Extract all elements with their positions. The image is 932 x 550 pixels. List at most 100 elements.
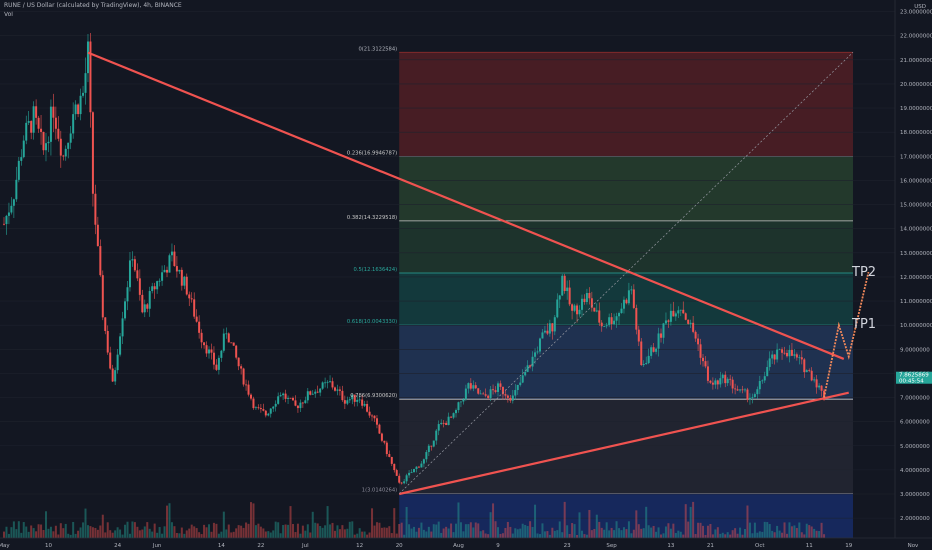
time-tick-label: 21 [707,543,714,549]
volume-bar [632,529,635,538]
candle [232,342,235,346]
candle [706,366,709,381]
candle [714,380,717,385]
volume-bar [662,533,665,538]
candle [474,385,477,389]
volume-bar [86,525,89,538]
volume-bar [158,527,161,538]
candle [642,364,645,366]
candle [368,411,371,416]
volume-bar [74,533,77,538]
volume-bar [220,531,223,538]
volume-bar [477,523,480,538]
volume-bar [72,521,75,538]
candle [205,345,208,354]
candle [783,352,786,354]
time-tick-label: Oct [755,543,765,549]
volume-bar [57,534,60,538]
volume-bar [630,533,633,538]
volume-bar [422,529,425,538]
candle [538,338,541,352]
volume-bar [553,530,556,538]
candle [119,336,122,355]
volume-bar [803,534,806,538]
candle [687,319,690,324]
candle [341,390,344,401]
volume-bar [590,530,593,538]
candle [274,403,277,407]
volume-bar [613,530,616,538]
volume-bar [709,523,712,538]
volume-bar [820,522,823,538]
candle [702,357,705,362]
volume-bar [479,531,482,538]
candle [462,399,465,402]
candle [111,368,114,382]
candle [170,251,173,256]
time-tick-label: 11 [806,543,813,549]
volume-bar [687,521,690,538]
volume-bar [20,532,23,538]
candle [326,381,329,383]
candle [375,418,378,425]
price-tick-label: 7.0000000 [900,396,930,402]
candle [361,399,364,406]
volume-bar [156,532,159,538]
volume-bar [766,522,769,538]
candle [89,41,92,113]
price-tick-label: 18.0000000 [900,130,932,136]
candle [709,380,712,383]
candle [632,289,635,308]
fib-level-label: 1(3.0140264) [362,488,397,494]
price-tick-label: 14.0000000 [900,227,932,233]
candle [116,354,119,371]
volume-bar [603,529,606,538]
candle [331,381,334,388]
volume-bar [259,526,262,538]
volume-bar [556,530,559,538]
candle [333,387,336,391]
candle [380,433,383,441]
volume-bar [729,534,732,538]
candle [240,366,243,369]
volume-bar [650,527,653,538]
volume-bar [578,512,581,538]
projection-path [823,271,870,398]
candle [138,278,141,295]
candle [677,310,680,314]
time-tick-label: 9 [496,543,500,549]
candle [741,389,744,391]
candle [551,323,554,332]
volume-bar [190,524,193,538]
candle [761,380,764,382]
time-tick-label: 23 [564,543,571,549]
volume-bar [741,534,744,538]
volume-bar [652,525,655,538]
price-axis[interactable] [895,0,932,550]
volume-bar [783,522,786,538]
candle [190,298,193,300]
candle [343,400,346,404]
volume-bar [232,531,235,538]
volume-bar [645,506,648,538]
volume-bar [316,523,319,538]
volume-bar [64,523,67,538]
volume-bar [415,531,418,538]
candle [400,482,403,484]
candle [193,299,196,317]
candle [272,406,275,409]
volume-bar [608,530,611,538]
candle [158,280,161,282]
candle [254,407,257,409]
candle [237,357,240,367]
fib-zone [399,52,853,157]
volume-bar [615,521,618,538]
volume-bar [455,523,458,538]
volume-bar [497,527,499,538]
volume-bar [546,531,549,538]
volume-bar [180,527,183,538]
volume-bar [84,508,87,538]
volume-bar [331,522,334,538]
candle [613,320,616,325]
